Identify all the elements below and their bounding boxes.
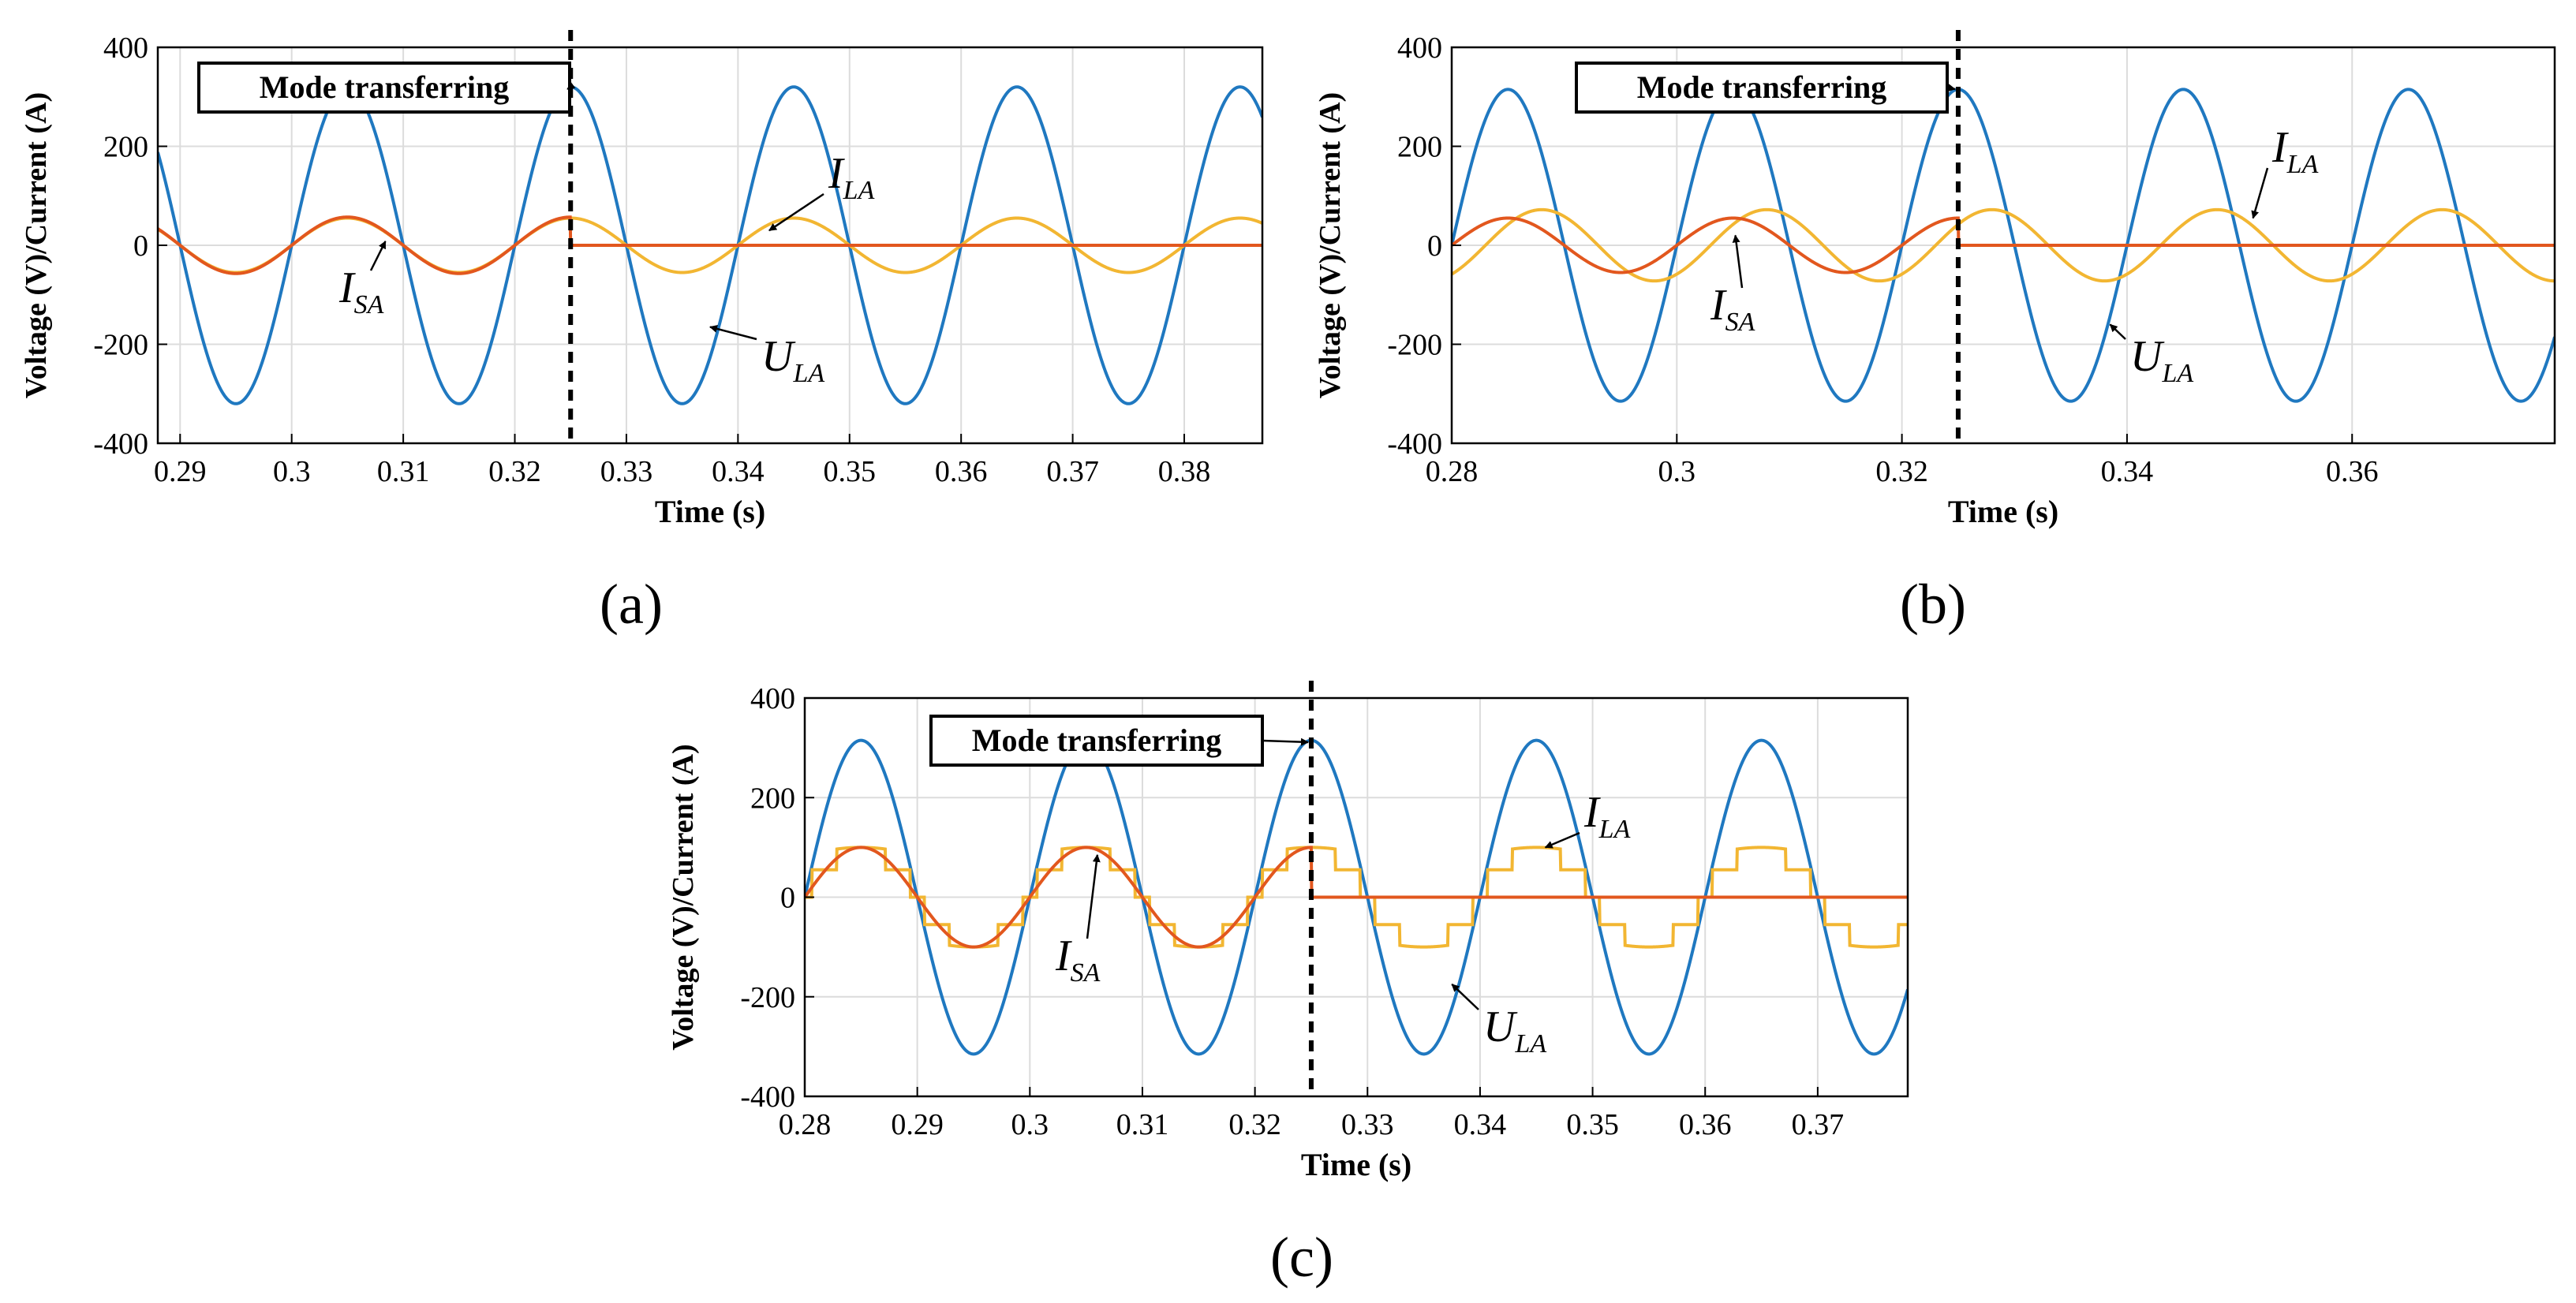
series-label-arrow <box>768 192 824 232</box>
y-tick-label: -400 <box>740 1081 795 1114</box>
series-label-ULA: ULA <box>761 332 824 388</box>
x-tick-label: 0.29 <box>891 1108 944 1141</box>
x-tick-label: 0.28 <box>779 1108 832 1141</box>
y-axis-label: Voltage (V)/Current (A) <box>20 92 53 398</box>
series-label-ILA: ILA <box>1583 788 1631 844</box>
x-axis-label: Time (s) <box>655 494 765 529</box>
x-tick-label: 0.3 <box>1658 455 1696 488</box>
y-tick-label: 400 <box>750 682 795 715</box>
series-label-arrow <box>1544 831 1580 849</box>
series-label-ULA: ULA <box>2130 332 2193 388</box>
panel-label: (b) <box>1900 573 1966 636</box>
series-label-ISA: ISA <box>1710 281 1755 337</box>
y-tick-label: -200 <box>740 981 795 1014</box>
y-tick-label: -200 <box>1387 329 1442 362</box>
series-line-ULA <box>1452 88 2555 403</box>
y-tick-label: 0 <box>1427 230 1442 263</box>
y-tick-label: 200 <box>750 782 795 815</box>
x-tick-label: 0.34 <box>1454 1108 1507 1141</box>
series-label-ULA: ULA <box>1483 1002 1546 1058</box>
y-tick-label: 400 <box>1397 32 1442 65</box>
series-line-ISA <box>805 846 1908 949</box>
mode-annotation-label: Mode transferring <box>1637 69 1887 105</box>
mode-annotation-box <box>1575 62 1949 114</box>
y-tick-label: -400 <box>93 427 148 461</box>
mode-annotation-box <box>197 62 571 114</box>
y-tick-label: 200 <box>1397 131 1442 164</box>
x-tick-label: 0.33 <box>600 455 653 488</box>
series-label-arrow <box>369 241 387 271</box>
x-tick-label: 0.29 <box>154 455 207 488</box>
x-tick-label: 0.28 <box>1426 455 1479 488</box>
chart-panel-2: 0.28 0.29 0.3 0.31 0.32 0.33 0.34 0.35 0.36 0.37 -… <box>667 681 1909 1289</box>
x-tick-label: 0.36 <box>1679 1108 1732 1141</box>
x-tick-label: 0.32 <box>1228 1108 1281 1141</box>
series-label-arrow <box>1086 853 1101 939</box>
y-tick-label: 400 <box>103 32 148 65</box>
x-tick-label: 0.34 <box>2101 455 2154 488</box>
panel-label: (a) <box>600 573 663 636</box>
mode-annotation-box <box>929 715 1264 767</box>
x-tick-label: 0.37 <box>1792 1108 1845 1141</box>
panel-label: (c) <box>1270 1226 1333 1289</box>
series-line-ILA <box>805 846 1908 949</box>
y-axis-label: Voltage (V)/Current (A) <box>1314 92 1347 398</box>
x-tick-label: 0.3 <box>273 455 311 488</box>
series-label-ILA: ILA <box>828 149 875 205</box>
x-tick-label: 0.35 <box>1566 1108 1619 1141</box>
series-line-ISA <box>158 215 1262 275</box>
x-axis-label: Time (s) <box>1948 494 2058 529</box>
chart-panel-1: 0.28 0.3 0.32 0.34 0.36 -400 -200 0 200 400 Time (… <box>1314 30 2556 636</box>
x-tick-label: 0.32 <box>488 455 541 488</box>
series-label-arrow <box>1451 984 1479 1010</box>
series-group <box>1452 88 2555 403</box>
x-tick-label: 0.32 <box>1875 455 1928 488</box>
x-tick-label: 0.35 <box>824 455 877 488</box>
x-tick-label: 0.37 <box>1046 455 1099 488</box>
x-tick-label: 0.36 <box>2326 455 2379 488</box>
series-label-ISA: ISA <box>338 263 384 319</box>
mode-annotation-arrow <box>566 81 576 91</box>
y-tick-label: 200 <box>103 131 148 164</box>
x-tick-label: 0.31 <box>1116 1108 1169 1141</box>
y-tick-label: -200 <box>93 329 148 362</box>
mode-annotation-label: Mode transferring <box>972 722 1222 758</box>
x-tick-label: 0.34 <box>712 455 765 488</box>
y-tick-label: -400 <box>1387 427 1442 461</box>
series-line-ILA <box>1452 207 2555 283</box>
mode-annotation-arrow <box>1946 84 1956 92</box>
series-group <box>805 738 1908 1056</box>
series-line-ULA <box>805 738 1908 1056</box>
series-line-ISA <box>1452 216 2555 274</box>
x-tick-label: 0.33 <box>1341 1108 1394 1141</box>
mode-annotation-arrow <box>1262 737 1309 746</box>
x-axis-label: Time (s) <box>1301 1147 1411 1182</box>
series-label-arrow <box>2251 167 2269 219</box>
series-label-arrow <box>2109 323 2126 340</box>
chart-panel-0: 0.29 0.3 0.31 0.32 0.33 0.34 0.35 0.36 0.37 0.38 -… <box>20 30 1264 636</box>
series-label-ILA: ILA <box>2271 123 2319 179</box>
x-tick-label: 0.31 <box>377 455 430 488</box>
x-tick-label: 0.36 <box>935 455 988 488</box>
x-tick-label: 0.38 <box>1158 455 1211 488</box>
y-tick-label: 0 <box>133 230 148 263</box>
mode-annotation-label: Mode transferring <box>260 69 510 105</box>
series-label-arrow <box>709 324 757 341</box>
series-label-arrow <box>1732 234 1744 289</box>
y-axis-label: Voltage (V)/Current (A) <box>667 744 700 1050</box>
x-tick-label: 0.3 <box>1011 1108 1049 1141</box>
y-tick-label: 0 <box>780 882 795 915</box>
series-label-ISA: ISA <box>1055 932 1101 988</box>
